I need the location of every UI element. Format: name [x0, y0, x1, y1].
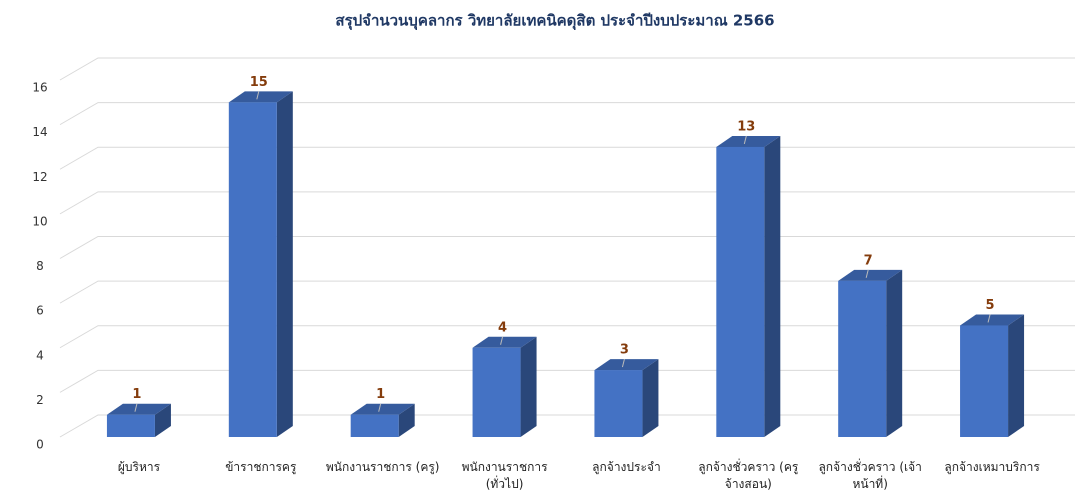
bar [350, 414, 399, 437]
leader-line [621, 358, 625, 368]
bar-side [642, 359, 659, 437]
bar-side [1008, 314, 1025, 437]
x-tick-label: ผู้บริหาร [117, 460, 161, 474]
y-tick-label: 8 [36, 259, 44, 273]
y-tick-label: 10 [32, 214, 47, 228]
value-label: 7 [864, 253, 873, 268]
bar-top [594, 359, 659, 371]
leader-line [378, 403, 382, 412]
leader-line [134, 403, 138, 412]
bar-top [960, 314, 1025, 326]
x-tick-label: ข้าราชการครู [225, 460, 297, 474]
bar-top [716, 135, 781, 147]
grid-line [59, 57, 1075, 81]
x-tick-label: ลูกจ้างประจำ [592, 460, 661, 474]
y-tick-label: 12 [32, 170, 47, 184]
bar-side [520, 336, 537, 437]
bar-top [838, 269, 903, 281]
bar-side [764, 135, 781, 437]
bar [838, 280, 887, 437]
leader-line [256, 91, 260, 100]
bar-side [398, 403, 415, 437]
y-tick-label: 2 [36, 393, 44, 407]
grid-line [59, 191, 1075, 215]
bar [472, 347, 521, 437]
grid-line [59, 369, 1075, 393]
bar [594, 370, 643, 437]
bar [228, 102, 277, 437]
bar-top [472, 336, 537, 348]
grid-line [59, 325, 1075, 349]
leader-line [500, 336, 504, 345]
leader-line [743, 135, 747, 145]
bar-top [106, 403, 171, 415]
bar [106, 414, 155, 437]
bar-top [228, 91, 293, 103]
x-tick-label: ลูกจ้างชั่วคราว (ครูจ้างสอน) [698, 460, 799, 491]
x-tick-label: ลูกจ้างชั่วคราว (เจ้าหน้าที่) [818, 460, 922, 491]
y-tick-label: 16 [32, 81, 47, 95]
leader-line [865, 269, 869, 278]
value-label: 13 [737, 119, 755, 134]
x-tick-label: ลูกจ้างเหมาบริการ [944, 460, 1040, 474]
value-label: 4 [498, 320, 507, 335]
bar [716, 146, 765, 437]
value-label: 15 [250, 75, 268, 90]
value-label: 5 [986, 298, 995, 313]
leader-line [987, 314, 991, 323]
grid-line [59, 102, 1075, 126]
bar [960, 325, 1009, 437]
y-tick-label: 0 [36, 438, 44, 452]
chart-title: สรุปจำนวนบุคลากร วิทยาลัยเทคนิคดุสิต ประ… [335, 12, 774, 31]
grid-line [59, 280, 1075, 304]
value-label: 1 [376, 387, 385, 402]
grid-line [59, 146, 1075, 170]
bar-top [350, 403, 415, 415]
grid-line [59, 236, 1075, 259]
bar-side [276, 91, 293, 437]
bar-side [886, 269, 903, 437]
bar-side [154, 403, 171, 437]
y-tick-label: 4 [36, 348, 44, 362]
grid-line [59, 414, 1075, 438]
y-tick-label: 14 [32, 125, 47, 139]
x-tick-label: พนักงานราชการ (ทั่วไป) [461, 460, 548, 491]
y-tick-label: 6 [36, 304, 44, 318]
value-label: 1 [132, 387, 141, 402]
x-tick-label: พนักงานราชการ (ครู) [325, 460, 440, 474]
value-label: 3 [620, 343, 629, 358]
